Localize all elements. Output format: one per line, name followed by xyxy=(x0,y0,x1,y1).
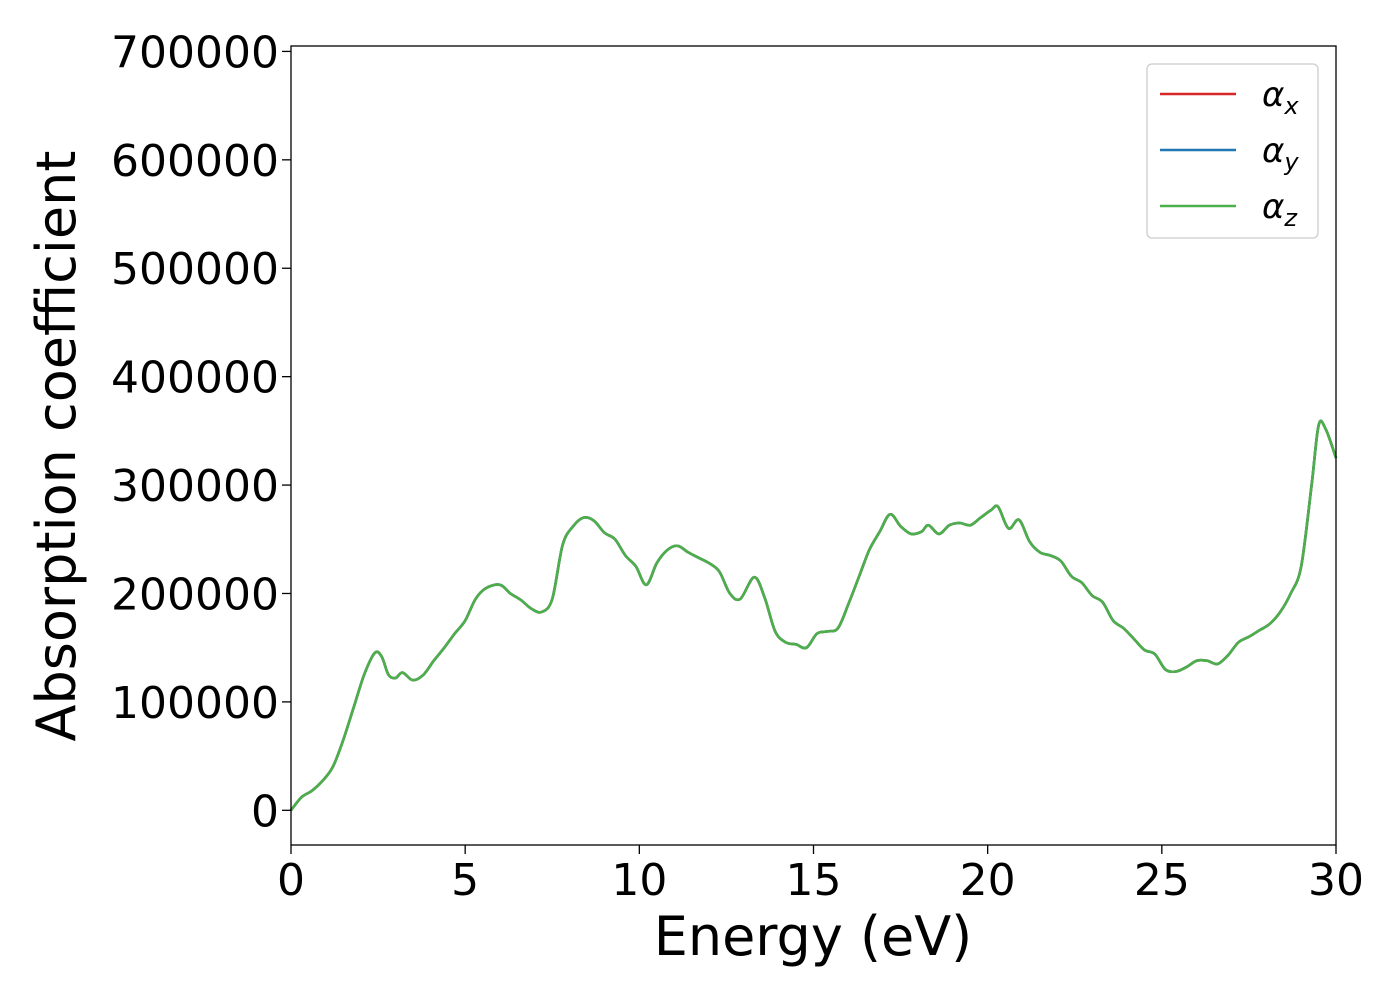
x-tick-label: 10 xyxy=(611,855,667,906)
y-tick-label: 100000 xyxy=(111,678,279,729)
series-line-z xyxy=(289,419,1338,812)
x-axis-ticks: 0 5 10 15 20 25 30 xyxy=(277,845,1364,906)
x-tick-label: 25 xyxy=(1134,855,1190,906)
x-tick-label: 5 xyxy=(451,855,479,906)
x-tick-label: 0 xyxy=(277,855,305,906)
y-tick-label: 500000 xyxy=(111,244,279,295)
y-tick-label: 400000 xyxy=(111,353,279,404)
plot-frame xyxy=(290,45,1337,846)
x-tick-label: 15 xyxy=(786,855,842,906)
plot-area xyxy=(289,419,1338,812)
y-tick-label: 700000 xyxy=(111,27,279,78)
y-axis-title: Absorption coefficient xyxy=(25,151,88,742)
y-tick-label: 600000 xyxy=(111,136,279,187)
y-tick-label: 0 xyxy=(251,786,279,837)
x-tick-label: 30 xyxy=(1308,855,1364,906)
y-axis-ticks: 0 100000 200000 300000 400000 500000 600000 700… xyxy=(111,27,291,837)
x-axis-title: Energy (eV) xyxy=(654,905,973,968)
y-tick-label: 300000 xyxy=(111,461,279,512)
y-tick-label: 200000 xyxy=(111,569,279,620)
x-tick-label: 20 xyxy=(960,855,1016,906)
